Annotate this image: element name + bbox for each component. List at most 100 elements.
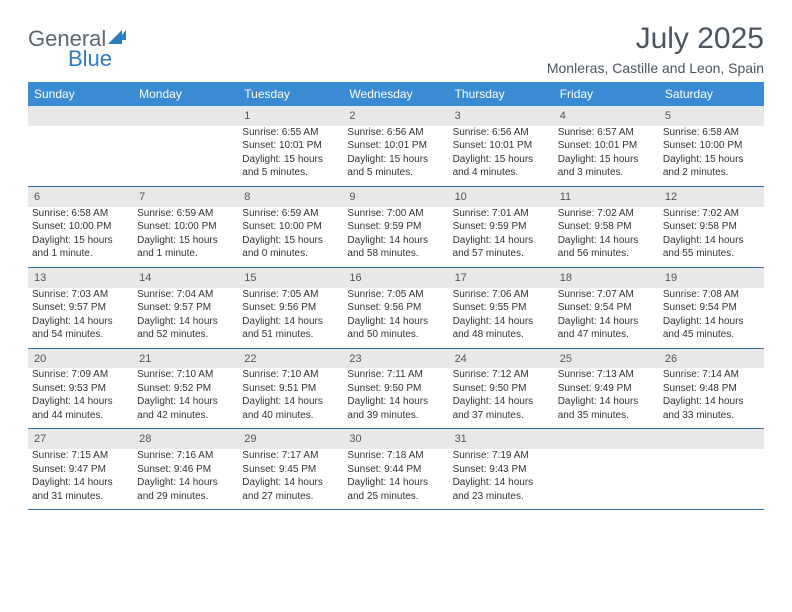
sunset-text: Sunset: 10:01 PM (347, 139, 444, 153)
daylight-text: Daylight: 14 hours and 35 minutes. (558, 395, 655, 422)
sunrise-text: Sunrise: 7:05 AM (242, 288, 339, 302)
daylight-text: Daylight: 15 hours and 1 minute. (32, 234, 129, 261)
day-content-cell: Sunrise: 7:02 AMSunset: 9:58 PMDaylight:… (554, 207, 659, 268)
sunset-text: Sunset: 9:53 PM (32, 382, 129, 396)
daylight-text: Daylight: 14 hours and 55 minutes. (663, 234, 760, 261)
sunrise-text: Sunrise: 6:56 AM (453, 126, 550, 140)
day-number-cell: 8 (238, 187, 343, 207)
location-text: Monleras, Castille and Leon, Spain (547, 60, 764, 76)
day-number-cell: 19 (659, 268, 764, 288)
daylight-text: Daylight: 15 hours and 2 minutes. (663, 153, 760, 180)
day-content-row: Sunrise: 7:09 AMSunset: 9:53 PMDaylight:… (28, 368, 764, 429)
daylight-text: Daylight: 14 hours and 58 minutes. (347, 234, 444, 261)
day-number-cell (28, 106, 133, 126)
sunrise-text: Sunrise: 7:15 AM (32, 449, 129, 463)
sunrise-text: Sunrise: 7:18 AM (347, 449, 444, 463)
daylight-text: Daylight: 14 hours and 52 minutes. (137, 315, 234, 342)
sunrise-text: Sunrise: 6:57 AM (558, 126, 655, 140)
day-number-cell: 17 (449, 268, 554, 288)
sunset-text: Sunset: 10:00 PM (32, 220, 129, 234)
day-number-cell: 26 (659, 349, 764, 369)
sunrise-text: Sunrise: 7:06 AM (453, 288, 550, 302)
day-number-cell: 29 (238, 429, 343, 449)
sunrise-text: Sunrise: 6:55 AM (242, 126, 339, 140)
sunrise-text: Sunrise: 7:11 AM (347, 368, 444, 382)
daylight-text: Daylight: 15 hours and 0 minutes. (242, 234, 339, 261)
sunset-text: Sunset: 10:00 PM (242, 220, 339, 234)
day-content-cell: Sunrise: 7:11 AMSunset: 9:50 PMDaylight:… (343, 368, 448, 429)
daylight-text: Daylight: 15 hours and 4 minutes. (453, 153, 550, 180)
sunrise-text: Sunrise: 7:14 AM (663, 368, 760, 382)
daylight-text: Daylight: 14 hours and 23 minutes. (453, 476, 550, 503)
day-number-cell (554, 429, 659, 449)
daylight-text: Daylight: 14 hours and 51 minutes. (242, 315, 339, 342)
weekday-header: Monday (133, 82, 238, 106)
sunrise-text: Sunrise: 7:17 AM (242, 449, 339, 463)
daylight-text: Daylight: 14 hours and 57 minutes. (453, 234, 550, 261)
day-content-cell: Sunrise: 6:59 AMSunset: 10:00 PMDaylight… (238, 207, 343, 268)
day-content-cell: Sunrise: 7:08 AMSunset: 9:54 PMDaylight:… (659, 288, 764, 349)
weekday-header: Tuesday (238, 82, 343, 106)
sunset-text: Sunset: 9:48 PM (663, 382, 760, 396)
sunset-text: Sunset: 9:52 PM (137, 382, 234, 396)
sunset-text: Sunset: 9:54 PM (663, 301, 760, 315)
sunrise-text: Sunrise: 7:05 AM (347, 288, 444, 302)
day-content-row: Sunrise: 7:03 AMSunset: 9:57 PMDaylight:… (28, 288, 764, 349)
day-content-cell: Sunrise: 7:03 AMSunset: 9:57 PMDaylight:… (28, 288, 133, 349)
day-content-cell: Sunrise: 7:19 AMSunset: 9:43 PMDaylight:… (449, 449, 554, 510)
day-number-cell: 22 (238, 349, 343, 369)
sunset-text: Sunset: 9:58 PM (663, 220, 760, 234)
week-separator (28, 510, 764, 511)
weekday-header: Friday (554, 82, 659, 106)
sunset-text: Sunset: 9:54 PM (558, 301, 655, 315)
sunset-text: Sunset: 9:47 PM (32, 463, 129, 477)
header: General Blue July 2025 Monleras, Castill… (28, 22, 764, 76)
daynum-row: 2728293031 (28, 429, 764, 449)
day-number-cell: 4 (554, 106, 659, 126)
day-number-cell: 15 (238, 268, 343, 288)
day-content-cell: Sunrise: 7:02 AMSunset: 9:58 PMDaylight:… (659, 207, 764, 268)
sunset-text: Sunset: 9:57 PM (137, 301, 234, 315)
weekday-header: Thursday (449, 82, 554, 106)
day-content-cell: Sunrise: 7:01 AMSunset: 9:59 PMDaylight:… (449, 207, 554, 268)
sunset-text: Sunset: 9:50 PM (347, 382, 444, 396)
daylight-text: Daylight: 14 hours and 40 minutes. (242, 395, 339, 422)
day-content-cell (554, 449, 659, 510)
page-title: July 2025 (547, 22, 764, 56)
day-content-cell: Sunrise: 7:16 AMSunset: 9:46 PMDaylight:… (133, 449, 238, 510)
sunset-text: Sunset: 9:49 PM (558, 382, 655, 396)
day-number-cell: 20 (28, 349, 133, 369)
sunset-text: Sunset: 9:51 PM (242, 382, 339, 396)
sunset-text: Sunset: 9:50 PM (453, 382, 550, 396)
day-content-cell: Sunrise: 7:10 AMSunset: 9:52 PMDaylight:… (133, 368, 238, 429)
day-number-cell: 21 (133, 349, 238, 369)
daylight-text: Daylight: 15 hours and 1 minute. (137, 234, 234, 261)
sunset-text: Sunset: 10:01 PM (453, 139, 550, 153)
day-content-cell: Sunrise: 7:09 AMSunset: 9:53 PMDaylight:… (28, 368, 133, 429)
sunset-text: Sunset: 9:55 PM (453, 301, 550, 315)
day-content-cell: Sunrise: 7:05 AMSunset: 9:56 PMDaylight:… (238, 288, 343, 349)
sunset-text: Sunset: 10:00 PM (663, 139, 760, 153)
sunrise-text: Sunrise: 7:07 AM (558, 288, 655, 302)
logo-triangle2-icon (118, 30, 126, 40)
sunrise-text: Sunrise: 7:10 AM (137, 368, 234, 382)
day-number-cell: 28 (133, 429, 238, 449)
day-content-cell: Sunrise: 6:58 AMSunset: 10:00 PMDaylight… (28, 207, 133, 268)
daynum-row: 12345 (28, 106, 764, 126)
sunset-text: Sunset: 9:43 PM (453, 463, 550, 477)
day-content-row: Sunrise: 6:58 AMSunset: 10:00 PMDaylight… (28, 207, 764, 268)
day-content-cell: Sunrise: 6:55 AMSunset: 10:01 PMDaylight… (238, 126, 343, 187)
day-content-cell: Sunrise: 7:00 AMSunset: 9:59 PMDaylight:… (343, 207, 448, 268)
sunset-text: Sunset: 9:58 PM (558, 220, 655, 234)
daylight-text: Daylight: 14 hours and 45 minutes. (663, 315, 760, 342)
day-content-cell: Sunrise: 6:56 AMSunset: 10:01 PMDaylight… (343, 126, 448, 187)
day-content-cell: Sunrise: 7:04 AMSunset: 9:57 PMDaylight:… (133, 288, 238, 349)
daylight-text: Daylight: 14 hours and 56 minutes. (558, 234, 655, 261)
sunset-text: Sunset: 10:00 PM (137, 220, 234, 234)
sunrise-text: Sunrise: 7:13 AM (558, 368, 655, 382)
day-content-cell: Sunrise: 7:05 AMSunset: 9:56 PMDaylight:… (343, 288, 448, 349)
day-content-cell: Sunrise: 7:17 AMSunset: 9:45 PMDaylight:… (238, 449, 343, 510)
day-content-cell: Sunrise: 7:14 AMSunset: 9:48 PMDaylight:… (659, 368, 764, 429)
sunset-text: Sunset: 9:44 PM (347, 463, 444, 477)
day-number-cell: 27 (28, 429, 133, 449)
